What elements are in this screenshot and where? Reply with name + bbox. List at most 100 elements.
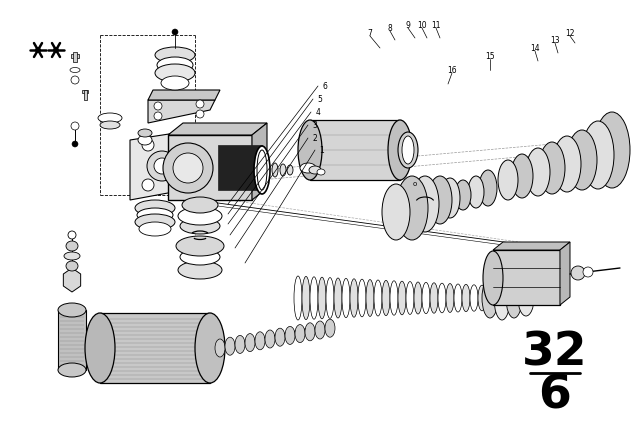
Ellipse shape [157, 57, 193, 73]
Ellipse shape [173, 143, 183, 153]
Ellipse shape [422, 282, 430, 314]
Ellipse shape [317, 169, 325, 175]
Ellipse shape [58, 303, 86, 317]
Ellipse shape [71, 122, 79, 130]
Polygon shape [218, 145, 262, 190]
Ellipse shape [479, 170, 497, 206]
Ellipse shape [382, 280, 390, 315]
Ellipse shape [68, 231, 76, 239]
Ellipse shape [72, 141, 78, 147]
Ellipse shape [483, 251, 503, 305]
Ellipse shape [178, 261, 222, 279]
Text: 5: 5 [317, 95, 323, 103]
Ellipse shape [310, 277, 318, 319]
Ellipse shape [454, 284, 462, 312]
Ellipse shape [518, 280, 534, 316]
Ellipse shape [254, 146, 270, 194]
Bar [71, 54, 79, 58]
Ellipse shape [438, 283, 446, 313]
Bar [84, 90, 87, 100]
Text: 9: 9 [406, 21, 410, 30]
Ellipse shape [594, 112, 630, 188]
Ellipse shape [196, 100, 204, 108]
Ellipse shape [163, 143, 213, 193]
Ellipse shape [215, 339, 225, 357]
Polygon shape [63, 268, 81, 292]
Ellipse shape [193, 199, 213, 211]
Ellipse shape [176, 236, 224, 256]
Polygon shape [130, 130, 195, 200]
Ellipse shape [66, 241, 78, 251]
Ellipse shape [390, 281, 398, 315]
Ellipse shape [147, 151, 177, 181]
Ellipse shape [325, 319, 335, 337]
Ellipse shape [315, 321, 325, 339]
Ellipse shape [142, 139, 154, 151]
Text: 7: 7 [367, 29, 372, 38]
Ellipse shape [100, 121, 120, 129]
Text: 8: 8 [388, 23, 392, 33]
Text: 6: 6 [323, 82, 328, 90]
Ellipse shape [142, 179, 154, 191]
Ellipse shape [135, 200, 175, 216]
Ellipse shape [64, 252, 80, 260]
Polygon shape [148, 90, 220, 100]
Text: 6: 6 [539, 374, 572, 418]
Ellipse shape [482, 278, 498, 318]
Bar [82, 90, 88, 93]
Ellipse shape [285, 327, 295, 345]
Bar [73, 52, 77, 62]
Ellipse shape [245, 334, 255, 352]
Ellipse shape [298, 120, 322, 180]
Ellipse shape [302, 276, 310, 319]
Ellipse shape [406, 282, 414, 314]
Ellipse shape [506, 278, 522, 318]
Ellipse shape [235, 336, 245, 353]
Ellipse shape [71, 76, 79, 84]
Polygon shape [168, 135, 252, 200]
Polygon shape [148, 100, 215, 123]
Ellipse shape [462, 284, 470, 312]
Ellipse shape [511, 154, 533, 198]
Ellipse shape [280, 164, 286, 176]
Ellipse shape [342, 278, 350, 318]
Ellipse shape [414, 282, 422, 314]
Ellipse shape [300, 163, 316, 173]
Ellipse shape [398, 132, 418, 168]
Ellipse shape [294, 276, 302, 320]
Ellipse shape [334, 278, 342, 318]
Ellipse shape [180, 218, 220, 234]
Ellipse shape [85, 313, 115, 383]
Ellipse shape [526, 148, 550, 196]
Ellipse shape [137, 208, 173, 222]
Ellipse shape [154, 102, 162, 110]
Ellipse shape [287, 165, 293, 175]
Ellipse shape [318, 277, 326, 319]
Ellipse shape [382, 184, 410, 240]
Ellipse shape [358, 279, 366, 317]
Ellipse shape [196, 110, 204, 118]
Ellipse shape [539, 142, 565, 194]
Ellipse shape [440, 178, 460, 218]
Text: 11: 11 [431, 21, 441, 30]
Ellipse shape [173, 153, 203, 183]
Ellipse shape [98, 113, 122, 123]
Ellipse shape [305, 323, 315, 341]
Ellipse shape [582, 121, 614, 189]
Text: 1: 1 [319, 146, 324, 155]
Text: 14: 14 [530, 43, 540, 52]
Ellipse shape [455, 180, 471, 210]
Ellipse shape [154, 112, 162, 120]
Ellipse shape [172, 29, 178, 35]
Ellipse shape [173, 183, 183, 193]
Ellipse shape [498, 160, 518, 200]
Ellipse shape [272, 163, 278, 177]
Ellipse shape [478, 285, 486, 311]
Ellipse shape [155, 64, 195, 82]
Ellipse shape [275, 328, 285, 346]
Ellipse shape [396, 176, 428, 240]
Ellipse shape [567, 130, 597, 190]
Ellipse shape [265, 330, 275, 348]
Text: 32: 32 [522, 331, 588, 375]
Polygon shape [560, 242, 570, 305]
